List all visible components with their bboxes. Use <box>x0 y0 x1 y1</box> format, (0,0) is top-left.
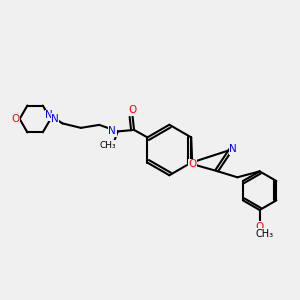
Text: N: N <box>51 114 59 124</box>
Text: O: O <box>188 159 196 169</box>
Text: O: O <box>256 222 264 232</box>
Text: N: N <box>45 110 53 120</box>
Text: O: O <box>128 105 137 115</box>
Text: CH₃: CH₃ <box>99 141 116 150</box>
Text: N: N <box>229 144 237 154</box>
Text: O: O <box>11 114 19 124</box>
Text: N: N <box>109 126 116 136</box>
Text: CH₃: CH₃ <box>256 229 274 239</box>
